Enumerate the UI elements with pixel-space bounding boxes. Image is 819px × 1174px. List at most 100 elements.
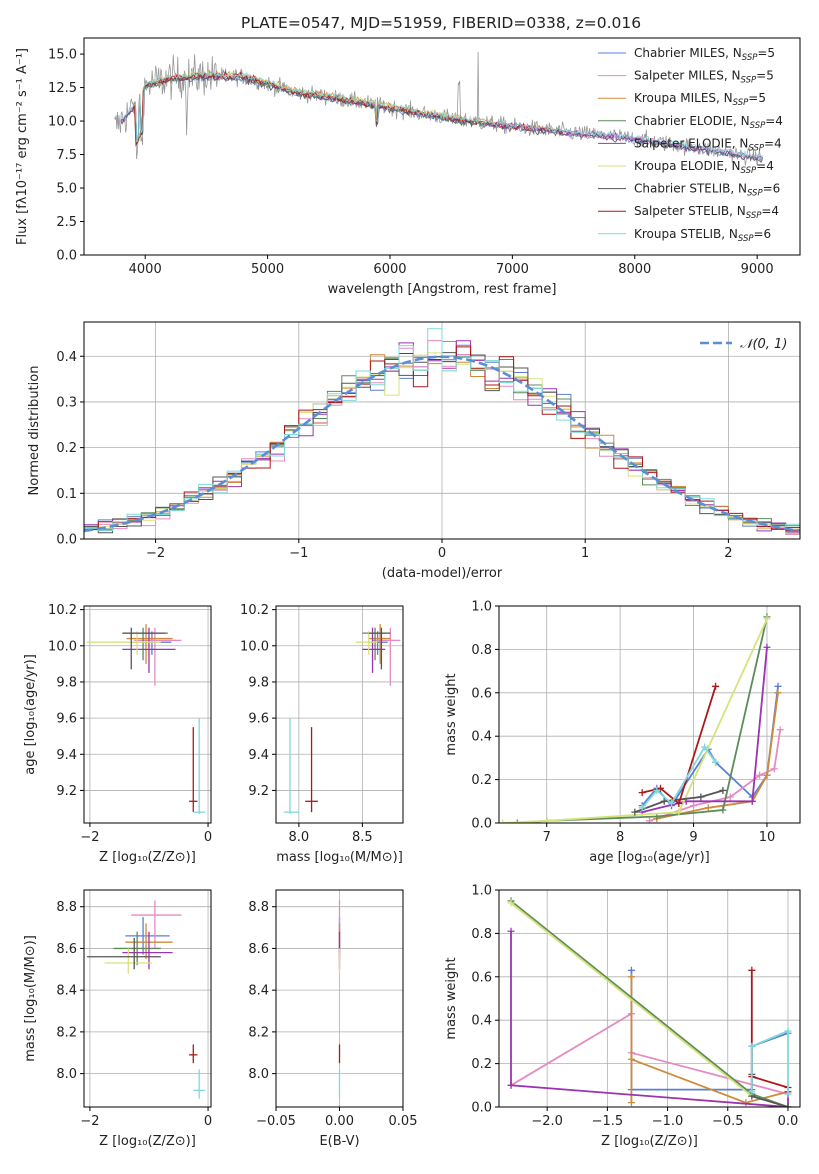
weight_vs_age-xtick-label: 7 — [543, 830, 551, 845]
weight_vs_Z-ytick-label: 0.0 — [471, 1101, 492, 1116]
residuals-ytick-label: 0.4 — [56, 350, 77, 365]
residuals-panel: −2 −1 0 1 2 0.0 0.1 0.2 0.3 0.4 (data-model)/error… — [27, 321, 801, 581]
mass-weight-point — [774, 682, 782, 690]
spectrum-ytick-label: 12.5 — [48, 81, 77, 96]
age_vs_mass-ytick-label: 9.8 — [248, 675, 269, 690]
weight_vs_Z-ytick-label: 0.8 — [471, 927, 492, 942]
mass_vs_Z-panel: −2 0 8.0 8.2 8.4 8.6 8.8 Z [log₁₀(Z/Z⊙)] mass [l… — [23, 889, 212, 1149]
age_vs_Z-xtick-label: −2 — [80, 830, 99, 845]
spectrum-model-line — [120, 70, 763, 160]
spectrum-panel: 4000 5000 6000 7000 8000 9000 0.0 2.5 5.0 7.5 10.0… — [15, 37, 801, 297]
weight_vs_age-xtick-label: 9 — [689, 830, 697, 845]
mass-weight-point — [763, 771, 771, 779]
mass-weight-line — [634, 789, 724, 813]
residuals-xtick-label: 1 — [581, 546, 589, 561]
residuals-ytick-label: 0.2 — [56, 441, 77, 456]
age_vs_mass-ytick-label: 9.2 — [248, 784, 269, 799]
mass-weight-point — [507, 899, 515, 907]
mass-weight-line — [641, 686, 717, 806]
age_vs_Z-ytick-label: 10.2 — [48, 603, 77, 618]
mass-weight-point — [675, 808, 683, 816]
weight_vs_Z-ytick-label: 1.0 — [471, 884, 492, 899]
mass-weight-point — [784, 1090, 792, 1098]
legend-entry: Kroupa ELODIE, NSSP=4 — [634, 159, 774, 176]
residuals-ytick-label: 0.1 — [56, 487, 77, 502]
mass_vs_Z-ytick-label: 8.2 — [56, 1025, 77, 1040]
mass-weight-point — [638, 804, 646, 812]
spectrum-frame — [83, 37, 801, 256]
mass-weight-point — [748, 1042, 756, 1050]
spectrum-plot-area — [114, 51, 764, 166]
mass-weight-point — [719, 786, 727, 794]
mass-weight-point — [507, 927, 515, 935]
spectrum-xtick-label: 8000 — [618, 262, 651, 277]
age_vs_mass-ytick-label: 9.4 — [248, 748, 269, 763]
mass-weight-point — [704, 804, 712, 812]
mass-weight-point — [646, 817, 653, 823]
legend-entry: Chabrier ELODIE, NSSP=4 — [634, 114, 783, 131]
mass-weight-point — [653, 786, 661, 794]
spectrum-ytick-label: 2.5 — [56, 215, 77, 230]
mass-weight-point — [774, 689, 782, 697]
mass-weight-point — [784, 1027, 792, 1035]
legend-entry: Salpeter MILES, NSSP=5 — [634, 69, 774, 86]
mass-weight-point — [697, 793, 705, 801]
mass_vs_ebv-frame — [275, 889, 404, 1108]
age_vs_mass-panel: 8.0 8.5 9.2 9.4 9.6 9.8 10.0 10.2 mass [log₁₀(M/… — [240, 603, 404, 865]
mass-weight-point — [712, 682, 720, 690]
mass-weight-point — [748, 797, 756, 805]
residuals-ytick-label: 0.3 — [56, 395, 77, 410]
mass_vs_Z-xlabel: Z [log₁₀(Z/Z⊙)] — [99, 1134, 196, 1149]
mass-weight-point — [756, 771, 764, 779]
age_vs_Z-panel: −2 0 9.2 9.4 9.6 9.8 10.0 10.2 Z [log₁₀(Z/Z⊙)] ag… — [23, 603, 212, 865]
spectrum-xtick-label: 5000 — [251, 262, 284, 277]
weight_vs_age-ytick-label: 1.0 — [471, 600, 492, 615]
mass-weight-point — [668, 799, 676, 807]
spectrum-xtick-label: 7000 — [496, 262, 529, 277]
weight_vs_Z-xtick-label: −1.0 — [652, 1114, 684, 1129]
spectrum-ytick-label: 15.0 — [48, 48, 77, 63]
legend-entry: Salpeter ELODIE, NSSP=4 — [634, 136, 782, 153]
mass-weight-line — [649, 729, 782, 822]
mass_vs_Z-xtick-label: 0 — [204, 1114, 212, 1129]
mass-weight-point — [763, 615, 771, 623]
age_vs_mass-plot-area — [283, 624, 401, 814]
mass-weight-point — [657, 784, 665, 792]
mass_vs_ebv-xtick-label: −0.05 — [256, 1114, 296, 1129]
mass_vs_ebv-ytick-label: 8.8 — [248, 900, 269, 915]
weight_vs_Z-ylabel: mass weight — [444, 957, 459, 1039]
age_vs_Z-ytick-label: 9.2 — [56, 784, 77, 799]
weight_vs_Z-xtick-label: −1.5 — [592, 1114, 624, 1129]
mass_vs_ebv-ytick-label: 8.0 — [248, 1067, 269, 1082]
legend-entry: Chabrier STELIB, NSSP=6 — [634, 182, 780, 199]
spectrum-ytick-label: 10.0 — [48, 115, 77, 130]
mass-weight-point — [770, 765, 778, 773]
normal-legend-label: 𝒩(0, 1) — [740, 337, 787, 352]
mass-weight-point — [719, 806, 727, 814]
weight_vs_age-xtick-label: 10 — [759, 830, 776, 845]
weight_vs_age-xlabel: age [log₁₀(age/yr)] — [589, 850, 710, 865]
weight_vs_age-panel: 7 8 9 10 0.0 0.2 0.4 0.6 0.8 1.0 age [log₁₀(age/yr… — [444, 600, 801, 865]
weight_vs_Z-ytick-label: 0.2 — [471, 1057, 492, 1072]
residuals-xlabel: (data-model)/error — [382, 566, 503, 581]
residuals-xtick-label: −1 — [289, 546, 308, 561]
age_vs_Z-ytick-label: 9.4 — [56, 748, 77, 763]
residuals-xtick-label: 2 — [724, 546, 732, 561]
figure-title: PLATE=0547, MJD=51959, FIBERID=0338, z=0… — [241, 14, 641, 32]
mass_vs_ebv-panel: −0.05 0.00 0.05 8.0 8.2 8.4 8.6 8.8 E(B-V) — [248, 889, 417, 1149]
weight_vs_Z-xlabel: Z [log₁₀(Z/Z⊙)] — [601, 1134, 698, 1149]
mass_vs_Z-xtick-label: −2 — [80, 1114, 99, 1129]
mass-weight-point — [627, 966, 635, 974]
residuals-frame — [83, 321, 801, 540]
spectrum-xtick-label: 9000 — [741, 262, 774, 277]
mass-weight-line — [641, 647, 768, 813]
age_vs_mass-ytick-label: 10.2 — [240, 603, 269, 618]
mass-weight-point — [748, 966, 756, 974]
mass-weight-point — [726, 793, 734, 801]
legend-entry: Kroupa STELIB, NSSP=6 — [634, 227, 771, 244]
mass-weight-point — [701, 743, 709, 751]
age_vs_mass-xtick-label: 8.0 — [289, 830, 310, 845]
mass_vs_ebv-ytick-label: 8.6 — [248, 942, 269, 957]
mass-weight-point — [627, 973, 635, 981]
weight_vs_age-ylabel: mass weight — [444, 673, 459, 755]
